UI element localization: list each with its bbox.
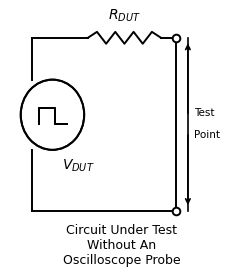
Text: $R_{DUT}$: $R_{DUT}$ <box>108 8 141 24</box>
Text: Point: Point <box>194 130 220 140</box>
Text: $V_{DUT}$: $V_{DUT}$ <box>62 158 95 174</box>
Text: Test: Test <box>194 108 214 119</box>
Text: Circuit Under Test
Without An
Oscilloscope Probe: Circuit Under Test Without An Oscillosco… <box>63 224 181 267</box>
